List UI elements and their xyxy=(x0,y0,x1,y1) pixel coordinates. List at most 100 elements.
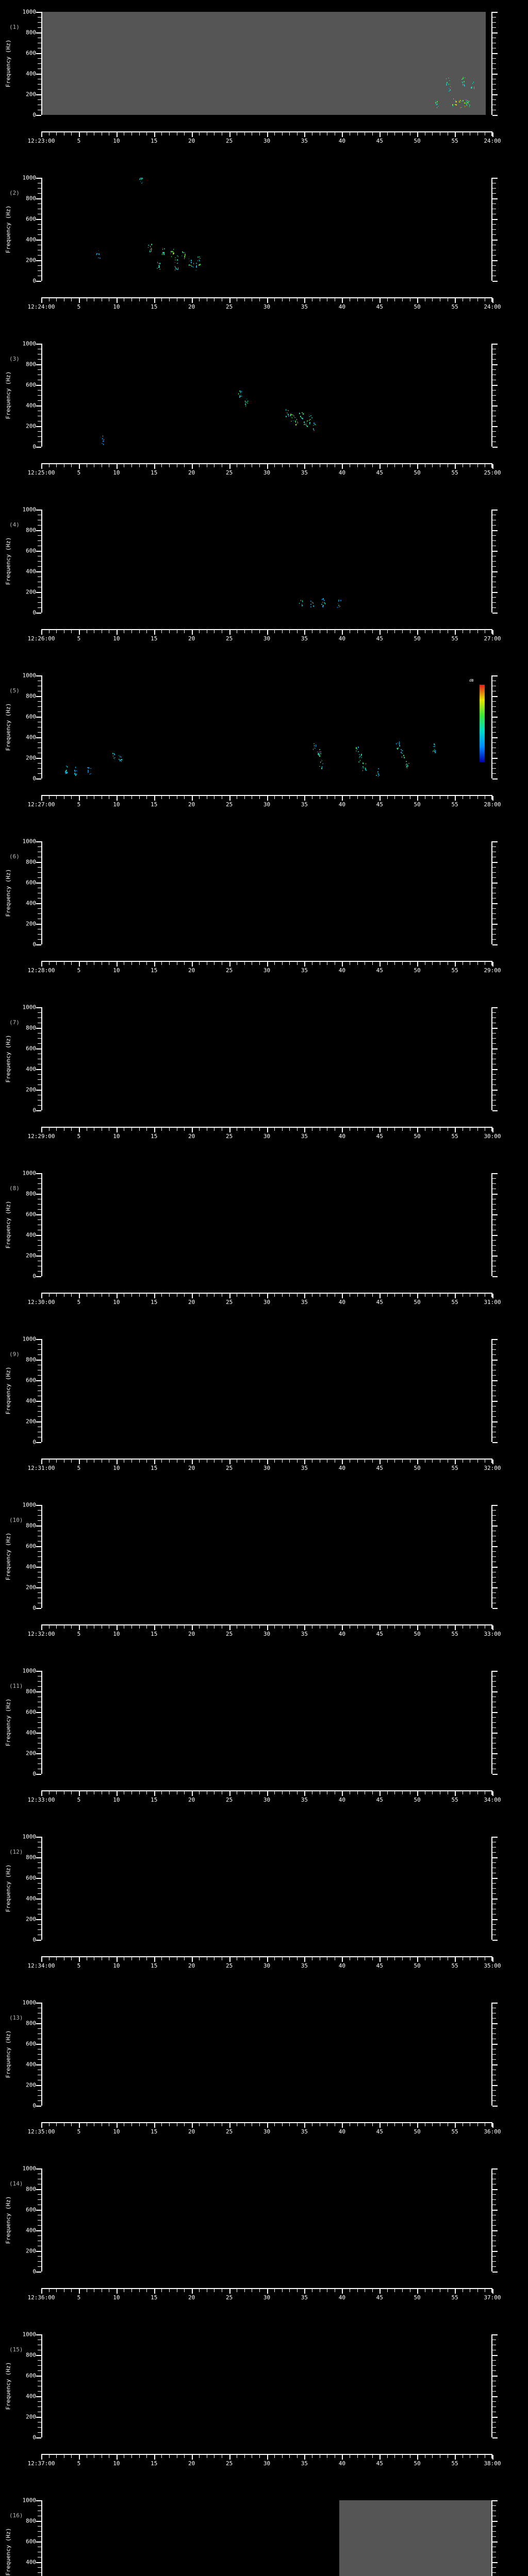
y-axis-tick xyxy=(36,1837,41,1838)
x-tick-label: 15 xyxy=(151,1797,158,1803)
y-axis-tick xyxy=(36,219,41,220)
y-axis-tick xyxy=(492,255,496,256)
x-axis-tick xyxy=(146,298,147,301)
x-axis-tick xyxy=(380,298,381,303)
x-axis-tick xyxy=(372,2289,373,2292)
y-tick-label: 800 xyxy=(26,1190,36,1197)
x-axis-tick xyxy=(199,132,200,135)
spectro-pixel xyxy=(312,748,314,750)
y-axis-tick xyxy=(492,1339,498,1340)
y-axis-tick xyxy=(38,2095,41,2096)
x-axis-tick xyxy=(146,464,147,467)
x-axis-tick xyxy=(71,1625,72,1629)
x-axis-tick xyxy=(455,630,456,635)
y-axis-tick xyxy=(38,867,41,868)
spectro-pixel xyxy=(103,440,104,443)
x-tick-label-start: 12:34:00 xyxy=(27,1962,55,1969)
x-tick-label: 20 xyxy=(188,1133,195,1140)
spectro-pixel xyxy=(312,428,314,429)
x-axis-tick xyxy=(78,1460,80,1464)
y-axis-tick xyxy=(36,758,41,759)
x-axis-tick xyxy=(432,1791,433,1794)
spectro-pixel xyxy=(318,754,320,756)
y-axis-tick xyxy=(38,1924,41,1925)
x-axis-tick xyxy=(161,1625,162,1629)
x-axis-end-tick xyxy=(491,961,492,965)
y-tick-label: 200 xyxy=(26,91,36,98)
y-axis-tick xyxy=(492,1940,498,1941)
x-axis-tick xyxy=(56,464,57,467)
panel-number: (5) xyxy=(9,687,20,694)
spectro-pixel xyxy=(317,753,319,755)
panel-number: (7) xyxy=(9,1019,20,1026)
y-axis-spine-right xyxy=(491,12,492,115)
plot-area xyxy=(36,1671,498,1775)
spectro-pixel xyxy=(301,417,303,418)
spectro-pixel xyxy=(182,251,183,253)
x-tick-label: 45 xyxy=(376,1631,383,1637)
x-tick-label: 25 xyxy=(225,1133,233,1140)
spectro-pixel xyxy=(449,80,450,81)
x-axis-tick xyxy=(199,2455,200,2458)
y-tick-label: 0 xyxy=(32,277,36,284)
spectro-pixel xyxy=(320,753,321,754)
spectro-pixel xyxy=(446,78,447,79)
x-axis-tick xyxy=(342,298,343,303)
x-axis-tick xyxy=(229,2455,230,2460)
y-axis-tick xyxy=(492,359,496,360)
plot-background xyxy=(41,2168,492,2272)
y-axis-tick xyxy=(36,613,41,614)
x-tick-label: 15 xyxy=(151,1631,158,1637)
y-tick-label: 1000 xyxy=(22,2497,37,2504)
y-axis-tick xyxy=(492,1401,498,1402)
x-axis-tick xyxy=(432,298,433,301)
y-axis-spine-right xyxy=(491,2003,492,2106)
plot-area xyxy=(36,675,498,779)
spectro-pixel xyxy=(120,759,121,761)
y-axis-tick xyxy=(38,2370,41,2371)
x-tick-label: 35 xyxy=(301,2294,308,2301)
y-axis-tick xyxy=(492,1074,496,1075)
spectro-pixel xyxy=(195,266,197,268)
y-axis-spine-left xyxy=(41,2500,42,2576)
spectro-pixel xyxy=(291,414,292,415)
x-axis-tick xyxy=(56,132,57,135)
spectro-pixel xyxy=(359,754,360,755)
spectro-pixel xyxy=(461,81,463,83)
x-axis-tick xyxy=(244,298,245,301)
x-tick-label-end: 27:00 xyxy=(484,635,501,642)
y-axis-tick xyxy=(492,530,498,531)
x-axis-rail xyxy=(41,2454,492,2455)
x-axis-tick xyxy=(455,796,456,801)
x-axis-tick xyxy=(372,1294,373,1297)
x-tick-label-start: 12:31:00 xyxy=(27,1465,55,1471)
x-axis-tick xyxy=(191,1128,193,1132)
x-axis-tick xyxy=(48,1460,50,1463)
x-axis-tick xyxy=(432,132,433,135)
x-axis-tick xyxy=(139,1625,140,1629)
y-axis-tick xyxy=(492,400,496,401)
spectro-pixel xyxy=(365,768,366,770)
spectro-pixel xyxy=(66,772,68,774)
y-axis-tick xyxy=(36,1110,41,1111)
x-axis-tick xyxy=(184,1460,185,1463)
y-tick-label: 0 xyxy=(32,2268,36,2275)
y-axis-tick xyxy=(492,1582,496,1583)
y-axis-tick xyxy=(36,12,41,13)
x-axis-tick xyxy=(477,962,478,965)
y-tick-label: 600 xyxy=(26,1874,36,1882)
x-axis-tick xyxy=(402,1294,403,1297)
y-tick-label: 0 xyxy=(32,1107,36,1114)
spectro-pixel xyxy=(465,99,466,100)
x-axis-tick xyxy=(41,298,42,303)
x-axis-tick xyxy=(71,2123,72,2126)
x-axis-tick xyxy=(267,1791,268,1796)
y-tick-label: 200 xyxy=(26,2081,36,2089)
x-axis-tick xyxy=(267,2289,268,2294)
x-axis-tick xyxy=(477,464,478,467)
x-tick-label: 50 xyxy=(414,1962,421,1969)
y-axis-tick xyxy=(492,924,498,925)
y-axis-tick xyxy=(38,1178,41,1179)
spectrogram-panel: (3) Frequency (Hz) 0 200 400 600 800 1000 12:25:… xyxy=(0,332,528,498)
x-axis-tick xyxy=(41,962,42,967)
